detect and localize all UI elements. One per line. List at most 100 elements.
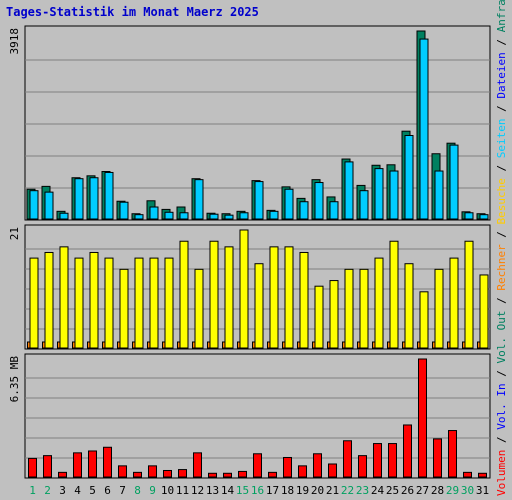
bar-besuche-day-8: [134, 257, 144, 349]
x-tick-label: 16: [251, 484, 264, 497]
bar-besuche-day-31: [479, 274, 489, 349]
bar-volumen-day-8: [133, 471, 142, 478]
bar-dateien-day-26: [404, 135, 414, 220]
bar-volumen-day-19: [298, 465, 307, 478]
bar-besuche-day-25: [389, 240, 399, 349]
legend: Volumen / Vol. In / Vol. Out / Rechner /…: [495, 0, 508, 496]
bar-dateien-day-17: [269, 210, 279, 220]
bar-dateien-day-13: [209, 213, 219, 220]
bar-besuche-day-9: [149, 257, 159, 349]
panel-border: [24, 25, 491, 221]
bar-besuche-day-23: [359, 268, 369, 349]
legend-entry: /: [495, 364, 508, 384]
bar-volumen-day-20: [313, 453, 322, 478]
bar-dateien-day-30: [464, 212, 474, 220]
legend-entry: Volumen: [495, 450, 508, 496]
x-tick-label: 22: [341, 484, 354, 497]
x-tick-label: 10: [161, 484, 174, 497]
bar-dateien-day-23: [359, 190, 369, 220]
bar-dateien-day-5: [89, 177, 99, 220]
bar-volumen-day-17: [268, 471, 277, 478]
bar-volumen-day-30: [463, 471, 472, 478]
bar-besuche-day-5: [89, 251, 99, 349]
bar-volumen-day-1: [28, 457, 37, 478]
legend-entry: Rechner: [495, 244, 508, 291]
bar-besuche-day-24: [374, 257, 384, 349]
legend-entry: Vol. Out: [495, 311, 508, 364]
bar-volumen-day-2: [43, 455, 52, 478]
bar-dateien-day-8: [134, 214, 144, 220]
bar-volumen-day-24: [373, 443, 382, 478]
bar-volumen-day-25: [388, 443, 397, 478]
chart-title: Tages-Statistik im Monat Maerz 2025: [6, 5, 259, 19]
bar-volumen-day-22: [343, 440, 352, 478]
x-tick-label: 11: [176, 484, 189, 497]
bar-volumen-day-6: [103, 446, 112, 478]
legend-entry: Besuche: [495, 178, 508, 224]
bar-volumen-day-29: [448, 430, 457, 478]
bar-dateien-day-20: [314, 182, 324, 220]
x-tick-label: 31: [476, 484, 489, 497]
bar-volumen-day-16: [253, 453, 262, 478]
bar-volumen-day-31: [478, 472, 487, 478]
x-tick-label: 20: [311, 484, 324, 497]
legend-entry: Anfragen: [495, 0, 508, 32]
bar-volumen-day-11: [178, 469, 187, 478]
x-axis-ticks: 1 2 3 4 5 6 7 8 9 10 11 12 13 14 15 16 17 18 19 20 21 22 23 24 2…: [29, 484, 489, 497]
bar-dateien-day-4: [74, 178, 84, 220]
chart-panels: 3918 21 6.35 MB: [8, 25, 491, 479]
x-tick-label: 24: [371, 484, 385, 497]
bar-besuche-day-22: [344, 268, 354, 349]
bar-dateien-day-2: [44, 191, 54, 220]
bar-dateien-day-19: [299, 201, 309, 220]
bar-volumen-day-9: [148, 465, 157, 478]
panel-border: [24, 353, 491, 479]
bar-volumen-day-15: [238, 470, 247, 478]
bar-dateien-day-3: [59, 212, 69, 220]
bar-dateien-day-1: [29, 190, 39, 220]
bar-volumen-day-26: [403, 424, 412, 478]
bar-besuche-day-12: [194, 268, 204, 349]
bar-volumen-day-27: [418, 358, 427, 478]
bar-besuche-day-17: [269, 246, 279, 349]
bar-volumen-day-28: [433, 438, 442, 478]
bar-besuche-day-14: [224, 246, 234, 349]
legend-entry: /: [495, 32, 508, 52]
bar-besuche-day-13: [209, 240, 219, 349]
x-tick-label: 21: [326, 484, 339, 497]
bar-besuche-day-19: [299, 251, 309, 349]
bar-besuche-day-16: [254, 263, 264, 349]
bar-volumen-day-14: [223, 472, 232, 478]
bar-besuche-day-1: [29, 257, 39, 349]
bar-dateien-day-22: [344, 161, 354, 220]
x-tick-label: 18: [281, 484, 294, 497]
x-tick-label: 7: [119, 484, 126, 497]
x-tick-label: 26: [401, 484, 414, 497]
bar-volumen-day-21: [328, 463, 337, 478]
legend-entry: /: [495, 430, 508, 450]
y-max-label: 21: [8, 227, 21, 240]
legend-entry: Seiten: [495, 118, 508, 158]
bar-volumen-day-12: [193, 452, 202, 478]
x-tick-label: 15: [236, 484, 249, 497]
panel-border: [24, 224, 491, 350]
x-tick-label: 23: [356, 484, 369, 497]
panel-requests-files: 3918: [8, 25, 491, 221]
x-tick-label: 30: [461, 484, 474, 497]
y-max-label: 3918: [8, 28, 21, 55]
y-max-label: 6.35 MB: [8, 356, 21, 403]
x-tick-label: 25: [386, 484, 399, 497]
bar-besuche-day-26: [404, 263, 414, 349]
bar-dateien-day-10: [164, 211, 174, 220]
x-tick-label: 13: [206, 484, 219, 497]
bar-besuche-day-29: [449, 257, 459, 349]
bar-dateien-day-28: [434, 170, 444, 220]
bar-besuche-day-21: [329, 280, 339, 349]
bar-volumen-day-23: [358, 455, 367, 478]
bar-besuche-day-18: [284, 246, 294, 349]
bar-dateien-day-9: [149, 206, 159, 220]
bar-besuche-day-6: [104, 257, 114, 349]
x-tick-label: 8: [134, 484, 141, 497]
bar-dateien-day-7: [119, 201, 129, 220]
bar-besuche-day-30: [464, 240, 474, 349]
